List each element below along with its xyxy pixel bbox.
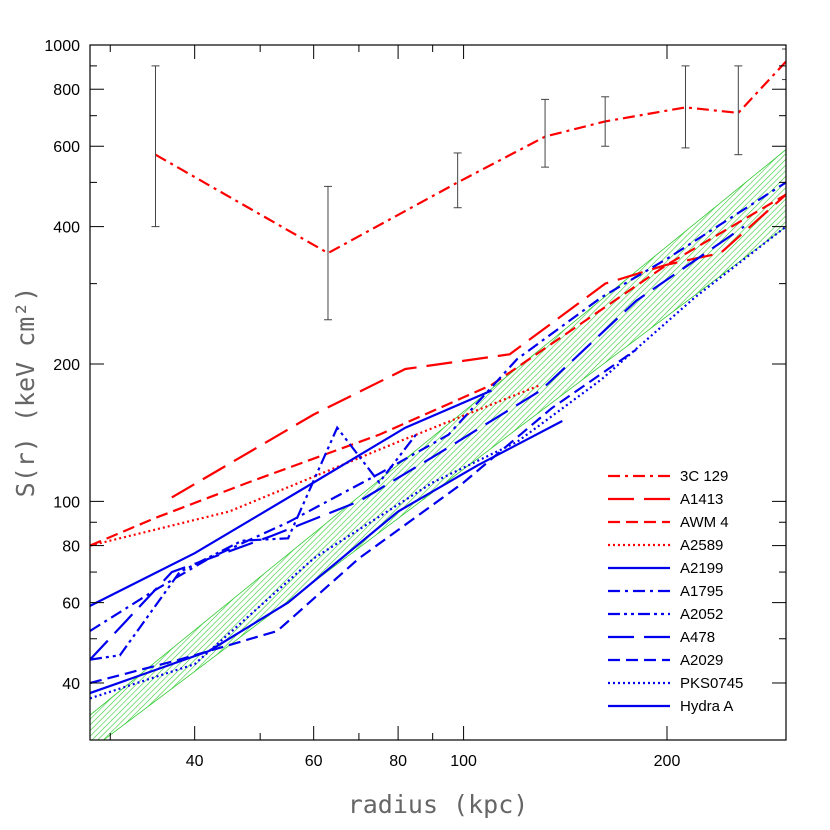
y-tick-label: 1000 [44,38,80,55]
y-tick-label: 200 [53,357,80,374]
x-tick-label: 100 [450,753,477,770]
y-tick-label: 400 [53,220,80,237]
y-tick-label: 40 [62,676,80,693]
legend: 3C 129 A1413 AWM 4 A2589 A2199 A1795 A2052 A478… [608,468,743,715]
legend-label-a2589: A2589 [680,537,723,554]
legend-label-a478: A478 [680,629,715,646]
series-layer [90,60,786,700]
legend-label-a1413: A1413 [680,491,723,508]
uncertainty-band [90,149,786,740]
y-tick-label: 100 [53,494,80,511]
legend-label-3c-129: 3C 129 [680,468,728,485]
legend-label-a1795: A1795 [680,583,723,600]
series-line-hydra-a [90,420,563,695]
series-line-awm-4 [90,193,786,547]
y-tick-label: 600 [53,139,80,156]
y-axis-title: S(r) (keV cm²) [11,287,40,498]
legend-label-pks0745: PKS0745 [680,675,743,692]
y-tick-label: 60 [62,596,80,613]
series-line-a2589 [90,383,542,547]
x-tick-label: 200 [654,753,681,770]
series-line-a2052 [90,425,417,661]
legend-label-a2199: A2199 [680,560,723,577]
series-line-a1413 [171,193,786,499]
y-tick-label: 80 [62,539,80,556]
error-bar-layer [151,48,786,321]
legend-label-a2029: A2029 [680,652,723,669]
x-tick-label: 40 [186,753,204,770]
legend-label-awm-4: AWM 4 [680,514,729,531]
x-tick-label: 80 [389,753,407,770]
axis-ticks: 40 60 80 100 200 40 60 80 100 200 400 600 800 1000 [44,38,787,770]
uncertainty-band-layer [90,149,786,740]
legend-label-a2052: A2052 [680,606,723,623]
y-tick-label: 800 [53,82,80,99]
series-line-3c-129 [154,60,786,255]
legend-label-hydra-a: Hydra A [680,698,733,715]
series-line-a2029 [90,348,637,685]
series-line-a478 [90,225,745,661]
series-line-a1795 [90,181,786,632]
x-axis-title: radius (kpc) [348,790,529,819]
plot-frame [89,44,787,741]
x-tick-label: 60 [305,753,323,770]
